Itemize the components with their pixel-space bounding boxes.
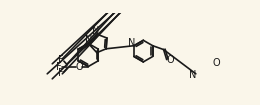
Text: N: N bbox=[92, 26, 99, 36]
Text: F: F bbox=[56, 62, 62, 72]
Text: O: O bbox=[213, 58, 220, 68]
Text: N: N bbox=[85, 35, 93, 45]
Text: F: F bbox=[58, 68, 64, 78]
Text: N: N bbox=[128, 38, 135, 48]
Text: O: O bbox=[75, 62, 83, 72]
Text: N: N bbox=[189, 70, 196, 80]
Text: O: O bbox=[167, 55, 174, 65]
Text: F: F bbox=[58, 55, 64, 65]
